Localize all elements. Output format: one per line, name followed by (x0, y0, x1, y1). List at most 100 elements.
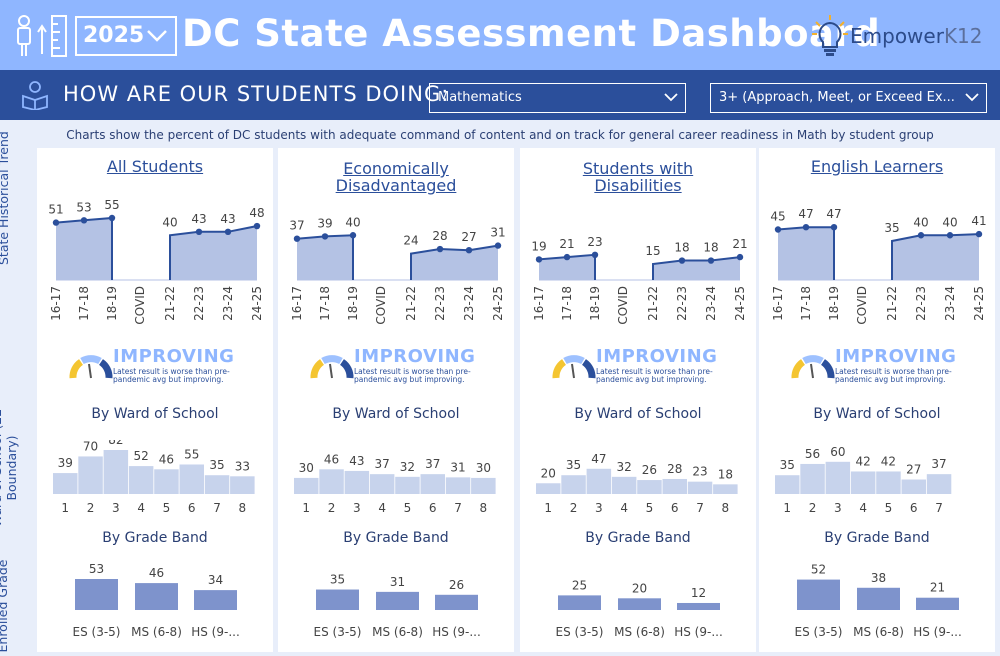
ward-bar[interactable] (179, 464, 205, 494)
trend-year-label: 17-18 (799, 286, 813, 321)
trend-point[interactable] (80, 217, 88, 224)
subject-value: Mathematics (438, 90, 522, 105)
ward-bar[interactable] (800, 463, 825, 494)
ward-category-label: 7 (696, 501, 704, 515)
grade-bar[interactable] (558, 595, 601, 610)
ward-bar[interactable] (369, 474, 395, 494)
ward-bar[interactable] (611, 476, 637, 494)
ward-bar[interactable] (926, 474, 952, 494)
trend-value-label: 45 (770, 210, 785, 224)
trend-point[interactable] (436, 245, 444, 253)
year-select[interactable]: 2025 (75, 16, 177, 56)
trend-point[interactable] (535, 256, 543, 263)
trend-area-pre (778, 227, 834, 280)
ward-value-label: 52 (134, 449, 149, 463)
trend-point[interactable] (591, 251, 599, 258)
group-title[interactable]: All Students (106, 157, 204, 176)
grade-bar[interactable] (376, 591, 419, 610)
subject-select[interactable]: Mathematics (429, 83, 686, 113)
trend-point[interactable] (195, 228, 203, 235)
ward-bar[interactable] (536, 483, 561, 494)
ward-bar[interactable] (901, 479, 927, 494)
trend-point[interactable] (802, 224, 810, 231)
ward-bar[interactable] (687, 481, 713, 494)
trend-year-label: 22-23 (675, 286, 689, 321)
ward-bar[interactable] (637, 480, 662, 494)
trend-point[interactable] (736, 253, 744, 261)
ward-section-title: By Ward of School (332, 406, 460, 422)
ward-bar[interactable] (294, 477, 319, 494)
ward-bar[interactable] (78, 456, 103, 494)
ward-bar[interactable] (230, 476, 255, 494)
trend-point[interactable] (52, 219, 60, 226)
group-title[interactable]: Economically (343, 159, 449, 178)
ward-bar[interactable] (344, 470, 370, 494)
trend-point[interactable] (224, 228, 232, 235)
ward-bar[interactable] (103, 450, 129, 494)
ward-bar[interactable] (128, 466, 154, 494)
grade-bar[interactable] (75, 579, 118, 610)
trend-value-label: 35 (884, 221, 899, 235)
trend-point[interactable] (494, 242, 502, 249)
grade-bar[interactable] (916, 597, 959, 610)
ward-bar[interactable] (876, 471, 901, 494)
grade-bar[interactable] (618, 598, 661, 610)
performance-level-select[interactable]: 3+ (Approach, Meet, or Exceed Ex... (710, 83, 987, 113)
trend-point[interactable] (946, 232, 954, 239)
ward-bar[interactable] (471, 477, 496, 494)
grade-value-label: 31 (390, 575, 405, 589)
ward-bar[interactable] (662, 478, 688, 494)
ward-category-label: 2 (570, 501, 578, 515)
ward-bar[interactable] (319, 469, 344, 494)
chevron-down-icon (145, 18, 169, 66)
trend-year-label: COVID (855, 286, 869, 325)
group-title[interactable]: English Learners (810, 157, 944, 176)
chevron-down-icon (960, 84, 980, 112)
ward-bar[interactable] (445, 477, 471, 494)
group-title[interactable]: Disadvantaged (335, 176, 457, 195)
ward-bar[interactable] (586, 468, 612, 494)
ward-bar[interactable] (713, 484, 738, 494)
ward-category-label: 6 (429, 501, 437, 515)
group-title[interactable]: Students with (582, 159, 694, 178)
ward-bar[interactable] (420, 474, 446, 494)
ward-bar[interactable] (204, 475, 230, 494)
ward-bar[interactable] (53, 473, 78, 494)
ward-bar[interactable] (850, 471, 876, 494)
trend-point[interactable] (917, 232, 925, 239)
row-label-ward: Ward of School (22 Boundary) (0, 408, 19, 528)
grade-bar[interactable] (797, 579, 840, 610)
trend-point[interactable] (253, 222, 261, 230)
grade-bar[interactable] (857, 587, 900, 610)
trend-point[interactable] (678, 257, 686, 264)
ward-value-label: 30 (299, 461, 314, 475)
trend-point[interactable] (321, 233, 329, 240)
ward-value-label: 30 (476, 461, 491, 475)
trend-point[interactable] (293, 235, 301, 242)
trend-point[interactable] (349, 232, 357, 239)
ward-bar[interactable] (154, 469, 179, 494)
trend-point[interactable] (108, 214, 116, 222)
ward-category-label: 2 (809, 501, 817, 515)
ward-bar[interactable] (775, 475, 800, 494)
trend-point[interactable] (975, 230, 983, 238)
trend-point[interactable] (830, 224, 838, 231)
grade-value-label: 26 (449, 578, 464, 592)
grade-bar[interactable] (316, 589, 359, 610)
trend-point[interactable] (563, 253, 571, 261)
grade-bar[interactable] (435, 594, 478, 610)
trend-point[interactable] (707, 257, 715, 264)
trend-point[interactable] (465, 247, 473, 254)
group-title[interactable]: Disabilities (594, 176, 682, 195)
trend-value-label: 18 (703, 241, 718, 255)
ward-bar[interactable] (825, 461, 851, 494)
grade-bar[interactable] (194, 590, 237, 610)
grade-bar[interactable] (677, 602, 720, 610)
ward-bar[interactable] (395, 476, 420, 494)
trend-year-label: 23-24 (943, 286, 957, 321)
ward-bar[interactable] (561, 475, 586, 494)
ward-category-label: 7 (454, 501, 462, 515)
status-description: Latest result is worse than pre-pandemic… (354, 367, 471, 384)
trend-point[interactable] (774, 226, 782, 233)
grade-bar[interactable] (135, 583, 178, 610)
